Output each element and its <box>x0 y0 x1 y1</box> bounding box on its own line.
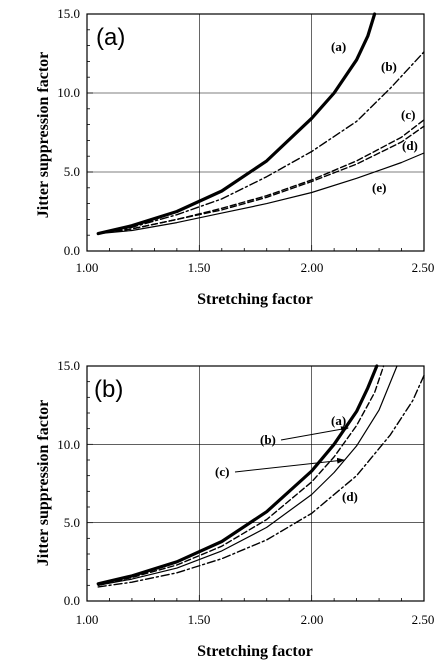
panel-b: (b) Stretching factor Jitter suppression… <box>35 358 434 660</box>
panel-a-curve-label-e: (e) <box>372 180 386 195</box>
panel-a-label: (a) <box>96 24 125 51</box>
panel-a-xtick-2: 1.50 <box>188 260 211 275</box>
panel-a-curve-label-d: (d) <box>402 138 418 153</box>
panel-a-xtick-3: 2.00 <box>301 260 324 275</box>
series-line-a <box>96 364 379 586</box>
panel-b-arrows <box>234 426 349 473</box>
panel-b-ytick-4: 15.0 <box>57 358 80 373</box>
panel-b-xtick-2: 1.50 <box>188 612 211 627</box>
panel-a-ylabel: Jitter suppression factor <box>35 52 52 219</box>
panel-a-ytick-3: 10.0 <box>57 85 80 100</box>
series-line-b <box>97 365 385 586</box>
panel-b-xtick-3: 2.00 <box>301 612 324 627</box>
arrow-c <box>234 457 345 473</box>
panel-a-curve-label-b: (b) <box>381 59 397 74</box>
panel-b-ytick-3: 10.0 <box>57 437 80 452</box>
panel-a-plot <box>86 12 425 252</box>
panel-b-ytick-1: 0.0 <box>64 593 80 608</box>
panel-a-ytick-4: 15.0 <box>57 6 80 21</box>
series-line-a <box>96 12 377 236</box>
panel-b-xtick-4: 2.50 <box>412 612 435 627</box>
panel-b-curve-label-c: (c) <box>215 464 229 479</box>
series-line-c <box>97 119 425 235</box>
panel-b-curve-label-b: (b) <box>260 432 276 447</box>
panel-b-curve-label-d: (d) <box>342 489 358 504</box>
panel-a: (a) Stretching factor Jitter suppression… <box>35 6 434 308</box>
panel-a-curve-label-a: (a) <box>331 39 346 54</box>
panel-b-xtick-1: 1.00 <box>76 612 99 627</box>
plot-frame <box>86 13 425 252</box>
panel-b-plot <box>86 364 425 602</box>
series-line-d <box>97 125 425 235</box>
panel-b-ytick-2: 5.0 <box>64 515 80 530</box>
series-line-b <box>97 51 425 235</box>
panel-b-curve-label-a: (a) <box>331 413 346 428</box>
panel-a-ytick-2: 5.0 <box>64 164 80 179</box>
panel-a-xlabel: Stretching factor <box>197 291 313 308</box>
panel-b-xlabel: Stretching factor <box>197 643 313 660</box>
arrow-b <box>280 426 349 441</box>
series-line-e <box>97 152 425 235</box>
plot-frame <box>86 365 425 602</box>
panel-b-label: (b) <box>94 376 123 403</box>
series-line-c <box>97 365 398 586</box>
panel-a-xtick-4: 2.50 <box>412 260 435 275</box>
panel-a-curve-label-c: (c) <box>401 107 415 122</box>
panel-a-ytick-1: 0.0 <box>64 243 80 258</box>
panel-b-ylabel: Jitter suppression factor <box>35 400 52 567</box>
plot-layer <box>86 12 425 602</box>
panel-a-xtick-1: 1.00 <box>76 260 99 275</box>
series-line-d <box>97 374 425 588</box>
